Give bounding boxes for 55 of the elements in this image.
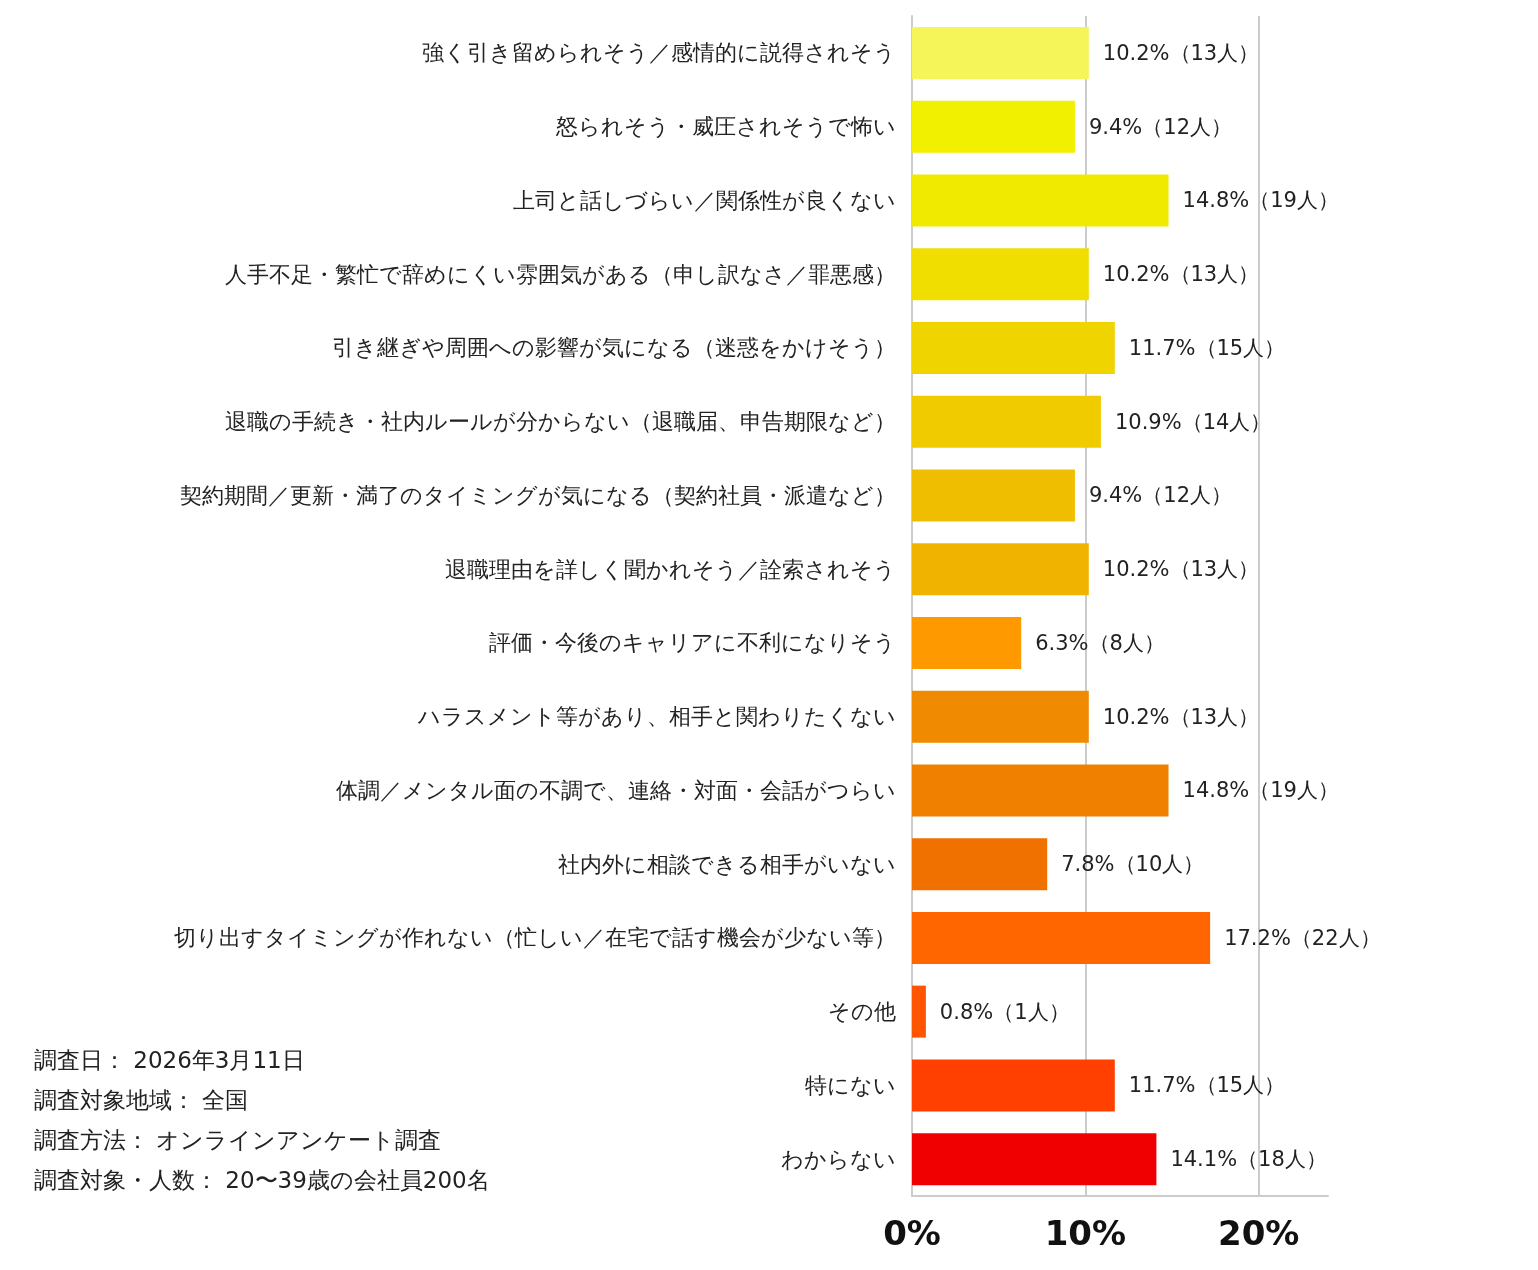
data-label: 14.8%（19人） (1182, 188, 1339, 213)
data-label: 6.3%（8人） (1035, 630, 1165, 655)
text: 調査対象・人数： 20〜39歳の会社員200名 (34, 1166, 490, 1193)
data-label: 10.2%（13人） (1102, 704, 1260, 729)
y-tick-label: 退職の手続き・社内ルールが分からない（退職届、申告期限など） (225, 409, 896, 435)
data-label: 11.7%（15人） (1128, 335, 1286, 360)
y-tick-label: その他 (828, 999, 896, 1025)
data-label: 11.7%（15人） (1128, 1073, 1286, 1098)
bar (912, 911, 1211, 964)
y-tick-label: 社内外に相談できる相手がいない (558, 851, 896, 877)
bar (912, 469, 1075, 522)
y-tick-label: 人手不足・繁忙で辞めにくい雰囲気がある（申し訳なさ／罪悪感） (225, 261, 896, 287)
bar (912, 543, 1089, 596)
y-tick-label: 特にない (805, 1072, 896, 1098)
bar (912, 395, 1101, 448)
y-tick-label: 上司と話しづらい／関係性が良くない (513, 187, 896, 213)
x-tick-label: 10% (1044, 1213, 1127, 1253)
data-label: 17.2%（22人） (1224, 925, 1381, 950)
data-label: 14.1%（18人） (1170, 1147, 1327, 1172)
y-tick-label: 契約期間／更新・満了のタイミングが気になる（契約社員・派遣など） (180, 482, 896, 508)
y-tick-label: 体調／メンタル面の不調で、連絡・対面・会話がつらい (336, 777, 896, 803)
bar (912, 321, 1115, 374)
data-label: 0.8%（1人） (939, 999, 1070, 1024)
data-label: 14.8%（19人） (1182, 778, 1339, 803)
bar (912, 838, 1048, 891)
data-label: 10.2%（13人） (1102, 262, 1260, 287)
x-tick-label: 0% (883, 1213, 941, 1253)
text: 調査対象地域： 全国 (34, 1086, 249, 1113)
bar (912, 1133, 1157, 1186)
data-label: 10.9%（14人） (1114, 409, 1272, 434)
y-tick-label: わからない (781, 1146, 896, 1172)
bar (912, 690, 1089, 743)
bar (912, 26, 1089, 79)
y-tick-label: 引き継ぎや周囲への影響が気になる（迷惑をかけそう） (332, 335, 896, 361)
bar (912, 248, 1089, 301)
text: 調査方法： オンラインアンケート調査 (34, 1126, 442, 1153)
text: 調査日： 2026年3月11日 (34, 1046, 305, 1073)
y-tick-label: 怒られそう・威圧されそうで怖い (555, 114, 896, 140)
bar (912, 100, 1075, 153)
y-tick-label: 強く引き留められそう／感情的に説得されそう (422, 40, 896, 66)
bar (912, 985, 926, 1038)
bar (912, 764, 1169, 817)
y-tick-label: 評価・今後のキャリアに不利になりそう (489, 630, 896, 656)
x-tick-label: 20% (1217, 1213, 1300, 1253)
data-label: 10.2%（13人） (1102, 40, 1260, 65)
bar (912, 616, 1022, 669)
bar (912, 1059, 1115, 1112)
bar (912, 174, 1169, 227)
data-label: 9.4%（12人） (1088, 483, 1233, 508)
data-label: 10.2%（13人） (1102, 557, 1260, 582)
data-label: 9.4%（12人） (1088, 114, 1233, 139)
y-tick-label: 退職理由を詳しく聞かれそう／詮索されそう (445, 556, 896, 582)
data-label: 7.8%（10人） (1061, 852, 1205, 877)
y-tick-label: 切り出すタイミングが作れない（忙しい／在宅で話す機会が少ない等） (174, 925, 896, 951)
y-tick-label: ハラスメント等があり、相手と関わりたくない (417, 704, 896, 730)
